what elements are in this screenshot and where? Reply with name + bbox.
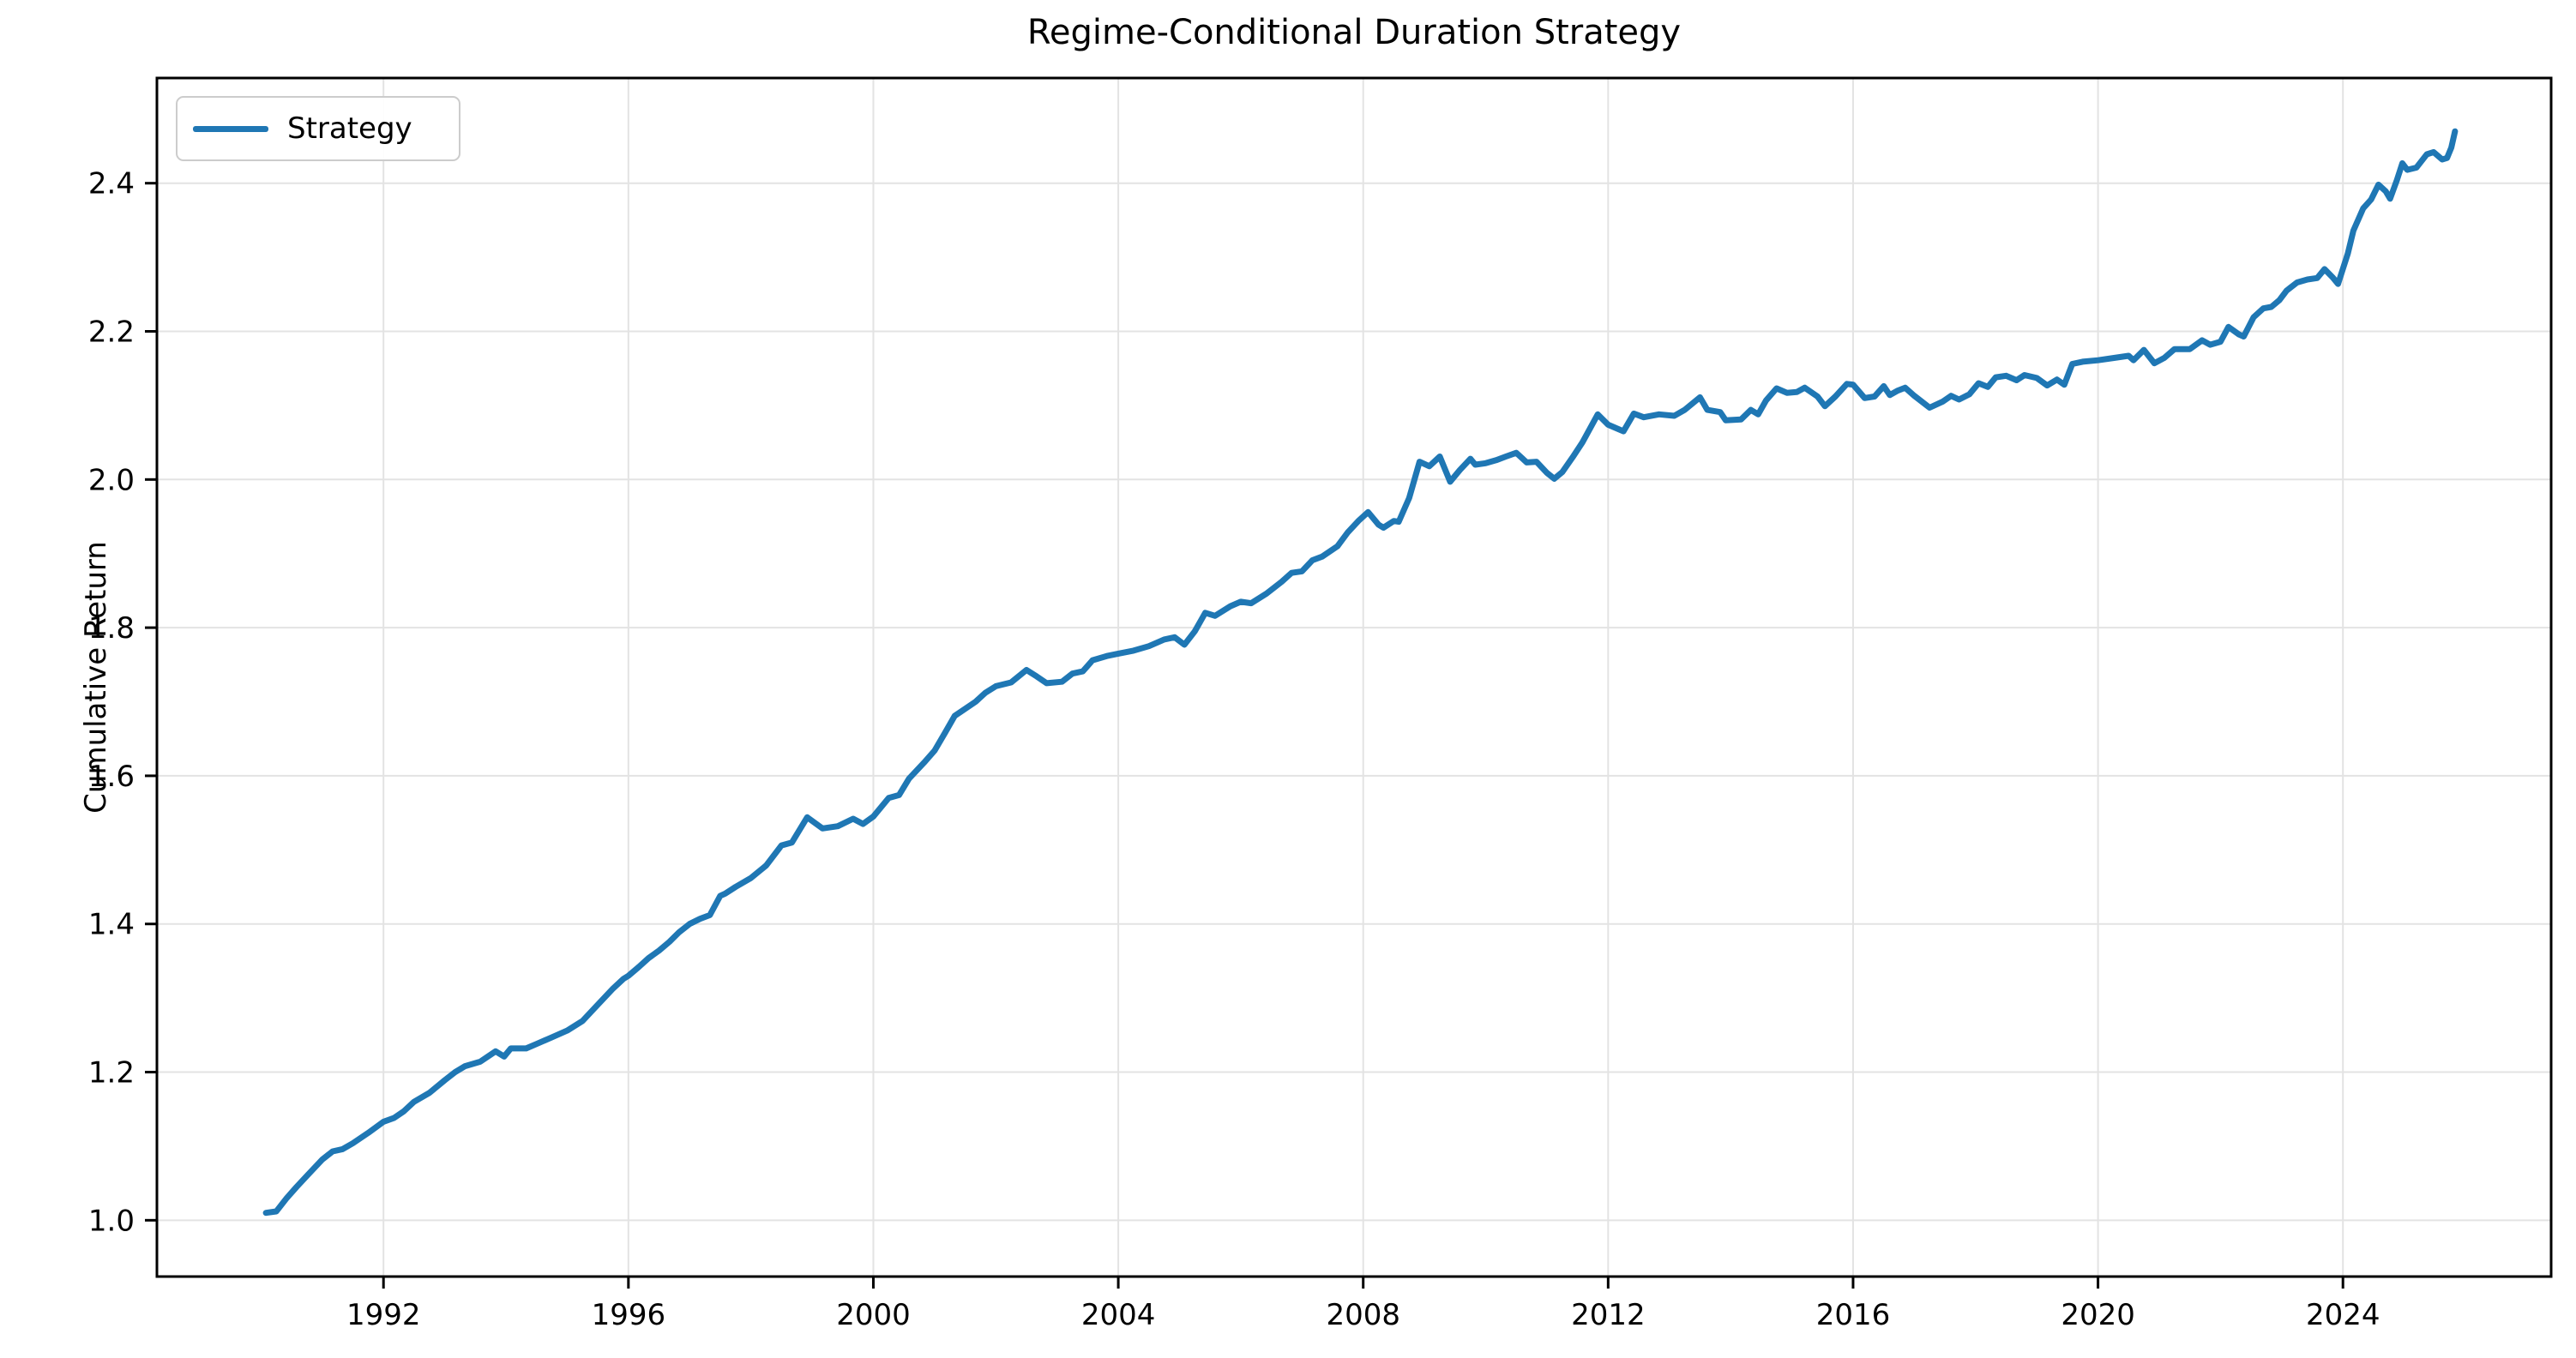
y-axis-tick-label: 1.8 xyxy=(88,611,135,646)
x-axis-tick-label: 2016 xyxy=(1816,1298,1891,1332)
plot-area xyxy=(155,76,2553,1278)
y-axis-tick-label: 1.4 xyxy=(88,908,135,942)
legend: Strategy xyxy=(176,96,460,161)
x-axis-tick-label: 2024 xyxy=(2306,1298,2380,1332)
x-axis-tick-label: 1992 xyxy=(346,1298,421,1332)
strategy-line xyxy=(262,128,2459,1217)
x-axis-tick-label: 2004 xyxy=(1081,1298,1156,1332)
x-axis-tick-label: 2012 xyxy=(1571,1298,1646,1332)
x-axis-tick-label: 2000 xyxy=(836,1298,911,1332)
x-axis-tick-label: 2020 xyxy=(2061,1298,2135,1332)
y-axis-tick-label: 1.0 xyxy=(88,1204,135,1238)
y-axis-tick-label: 2.4 xyxy=(88,167,135,201)
x-axis-tick-label: 2008 xyxy=(1326,1298,1400,1332)
y-axis-tick-label: 1.2 xyxy=(88,1056,135,1091)
y-axis-tick-label: 2.2 xyxy=(88,315,135,349)
chart-title: Regime-Conditional Duration Strategy xyxy=(1026,13,1682,52)
x-axis-tick-label: 1996 xyxy=(592,1298,666,1332)
y-axis-label: Cumulative Return xyxy=(79,541,113,814)
y-axis-tick-label: 1.6 xyxy=(88,760,135,794)
legend-label: Strategy xyxy=(287,111,412,146)
y-axis-tick-label: 2.0 xyxy=(88,463,135,497)
legend-line-swatch xyxy=(193,125,268,132)
